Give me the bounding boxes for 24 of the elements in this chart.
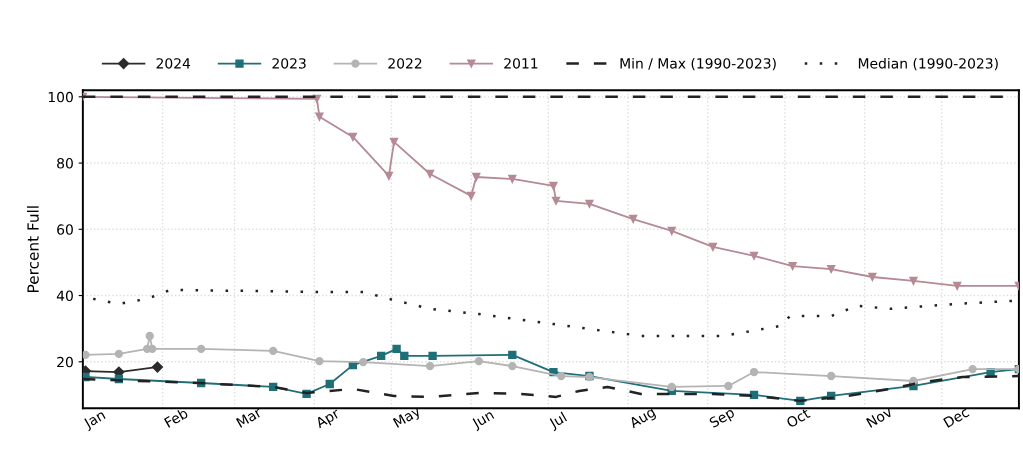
legend-label: 2022 bbox=[388, 58, 422, 69]
legend-label: 2024 bbox=[156, 58, 191, 69]
x-tick-label: Apr bbox=[314, 407, 342, 431]
x-tick-label: Jun bbox=[470, 409, 496, 432]
y-tick-label: 60 bbox=[57, 224, 73, 235]
x-tick-label: Aug bbox=[628, 406, 658, 431]
y-tick-label: 20 bbox=[57, 356, 73, 368]
x-tick-label: May bbox=[392, 405, 423, 431]
y-tick-label: 40 bbox=[56, 290, 73, 302]
x-tick-label: Dec bbox=[943, 406, 970, 428]
legend-label: 2023 bbox=[272, 58, 306, 69]
legend-label: Min / Max (1990-2023) bbox=[620, 57, 776, 71]
x-tick-label: Nov bbox=[866, 406, 894, 428]
legend-label: Median (1990-2023) bbox=[858, 57, 998, 71]
y-tick-label: 100 bbox=[48, 91, 73, 103]
x-tick-label: Feb bbox=[163, 407, 189, 428]
x-tick-label: Sep bbox=[708, 406, 737, 431]
x-tick-label: Jan bbox=[82, 409, 108, 432]
x-tick-label: Mar bbox=[235, 406, 263, 428]
x-tick-label: Jul bbox=[547, 411, 569, 432]
y-axis-title: Percent Full bbox=[26, 206, 39, 292]
x-tick-label: Oct bbox=[785, 407, 811, 429]
y-tick-label: 80 bbox=[57, 158, 73, 169]
legend-label: 2011 bbox=[504, 58, 538, 69]
